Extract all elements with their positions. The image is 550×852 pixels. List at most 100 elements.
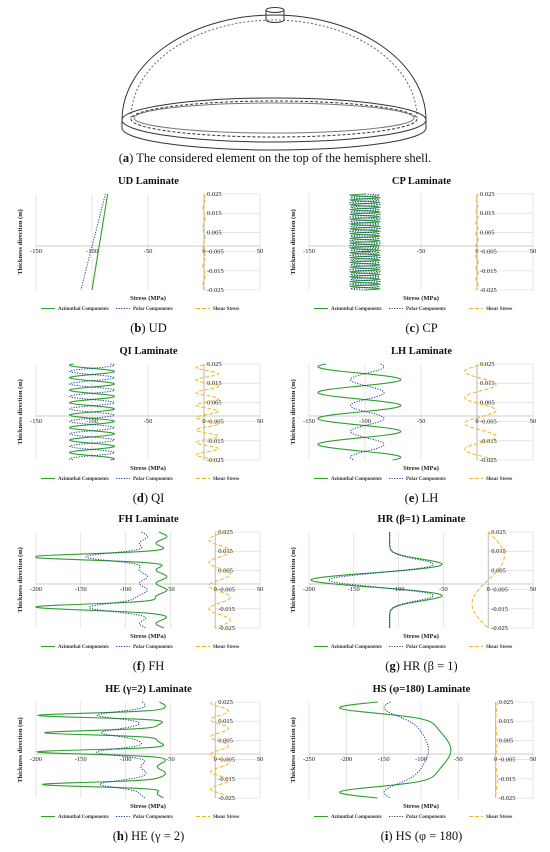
panel-caption: (i) HS (φ = 180) [381,829,463,843]
caption-paren-close: ) [415,321,419,335]
caption-label: f [137,659,142,673]
x-axis-label: Stress (MPa) [403,465,439,472]
y-tick-label: -0.025 [499,795,516,802]
caption-paren-open: ( [405,491,409,505]
y-tick-label: -0.015 [218,776,235,783]
y-axis-label: Thickness direction (m) [290,547,297,613]
y-axis-label: Thickness direction (m) [17,717,24,783]
hemisphere-bottom-rim [121,127,427,151]
series-line-shear-stress [495,702,498,798]
legend-label: Shear Stress [486,645,512,650]
series-line-azimuthal-components [310,532,443,628]
x-tick-label: -100 [359,418,371,425]
hemisphere-base-outer [121,97,427,143]
caption-paren-open: ( [133,659,137,673]
x-tick-label: -200 [30,586,42,593]
legend-label: Polar Components [406,815,446,820]
chart-title: HE (γ=2) Laminate [105,684,192,695]
legend-label: Azimuthal Components [58,307,109,312]
x-tick-label: -150 [30,418,42,425]
y-tick-label: 0.025 [491,529,506,536]
chart-panel-e: LH Laminate -150 -100 -50 0 50 0.025 0.015 0.005… [290,346,536,505]
caption-paren-open: ( [385,659,389,673]
series-line-polar-components [80,193,106,291]
panel-caption: (g) HR (β = 1) [385,659,457,673]
chart-title: LH Laminate [391,346,452,357]
caption-label: e [409,491,415,505]
x-axis-label: Stress (MPa) [130,465,166,472]
series-line-polar-components [328,532,434,628]
caption-label: b [134,321,141,335]
legend-label: Polar Components [406,307,446,312]
hemisphere-base-inner2 [133,102,415,134]
x-tick-label: -50 [417,418,426,425]
y-tick-label: -0.025 [491,625,508,632]
y-axis-label: Thickness direction (m) [17,209,24,275]
legend-label: Shear Stress [486,815,512,820]
y-tick-label: 0.025 [218,699,233,706]
y-tick-label: -0.015 [499,776,516,783]
x-axis-label: Stress (MPa) [403,803,439,810]
y-axis-label: Thickness direction (m) [290,717,297,783]
y-tick-label: -0.015 [218,606,235,613]
element-bottom [265,19,285,23]
y-tick-label: -0.005 [207,249,224,256]
legend-label: Azimuthal Components [58,815,109,820]
x-tick-label: 50 [257,418,264,425]
legend-label: Azimuthal Components [331,645,382,650]
y-tick-label: -0.005 [491,587,508,594]
y-tick-label: -0.005 [480,249,497,256]
chart-title: QI Laminate [119,346,177,357]
y-tick-label: 0.015 [491,548,506,555]
x-tick-label: 50 [530,248,537,255]
y-tick-label: 0.015 [480,380,495,387]
y-tick-label: 0.025 [499,699,514,706]
y-tick-label: 0.025 [480,361,495,368]
hemisphere-inner-dome [130,19,418,119]
y-tick-label: 0.015 [207,380,222,387]
y-tick-label: 0.005 [218,737,233,744]
y-tick-label: -0.015 [207,438,224,445]
x-axis-label: Stress (MPa) [403,295,439,302]
x-tick-label: -100 [86,418,98,425]
y-tick-label: 0.005 [480,229,495,236]
hemisphere-drawing [121,7,427,151]
y-tick-label: 0.015 [207,210,222,217]
legend-label: Polar Components [133,477,173,482]
caption-paren-open: ( [381,829,385,843]
y-tick-label: 0.015 [480,210,495,217]
y-tick-label: 0.005 [491,567,506,574]
x-axis-label: Stress (MPa) [403,633,439,640]
caption-paren-close: ) [414,491,418,505]
y-axis-label: Thickness direction (m) [290,379,297,445]
caption-label: i [385,829,389,843]
y-tick-label: 0.015 [499,718,514,725]
y-axis-label: Thickness direction (m) [17,547,24,613]
chart-panel-c: CP Laminate-150 -100 -50 0 500.0250.0150.005… [290,176,536,335]
panel-caption: (d) QI [133,491,165,505]
x-tick-label: 50 [530,418,537,425]
y-tick-label: 0.025 [207,191,222,198]
x-tick-label: -100 [120,586,132,593]
series-line-shear-stress [195,363,220,461]
series-line-azimuthal-components [339,701,452,799]
x-tick-label: -150 [348,586,360,593]
legend-label: Shear Stress [213,815,239,820]
caption-label: c [410,321,416,335]
caption-text: UD [146,321,167,335]
panel-caption: (h) HE (γ = 2) [113,829,185,843]
y-tick-label: 0.015 [218,548,233,555]
legend-label: Polar Components [133,815,173,820]
caption-paren-close: ) [141,321,145,335]
y-tick-label: -0.025 [480,457,497,464]
caption-text: QI [148,491,164,505]
y-tick-label: -0.025 [480,287,497,294]
caption-paren-open: ( [113,829,117,843]
chart-title: HR (β=1) Laminate [378,514,466,525]
caption-paren-close: ) [144,491,148,505]
x-tick-label: -150 [75,586,87,593]
caption-label: d [137,491,144,505]
y-tick-label: -0.025 [207,457,224,464]
legend-label: Shear Stress [486,477,512,482]
x-tick-label: -150 [30,248,42,255]
